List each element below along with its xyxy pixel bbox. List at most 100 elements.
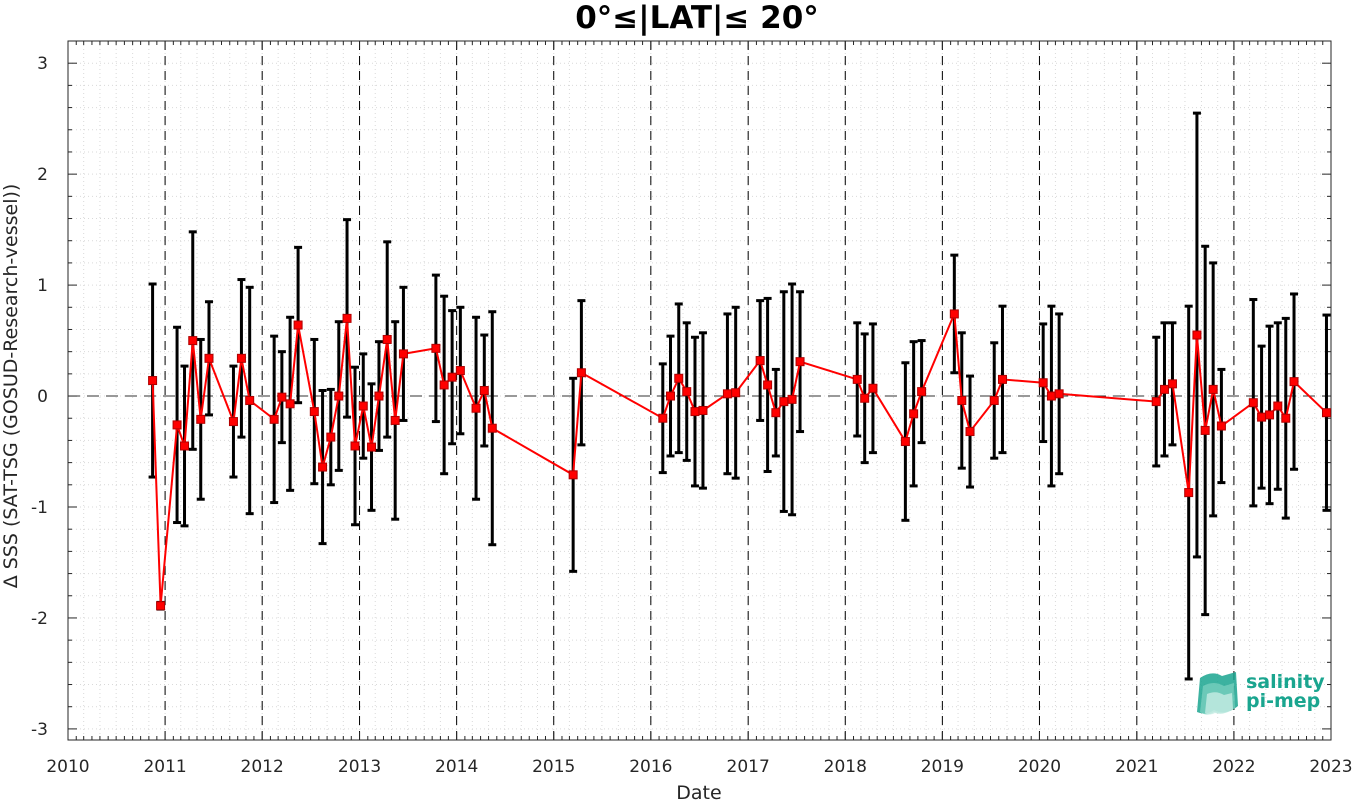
- data-point: [576, 368, 586, 378]
- minor-grid: [67, 40, 1331, 740]
- data-point: [568, 470, 578, 480]
- data-point: [860, 393, 870, 403]
- data-point: [1200, 425, 1210, 435]
- data-point: [1038, 378, 1048, 388]
- x-tick-label: 2016: [629, 757, 672, 777]
- data-point: [236, 353, 246, 363]
- data-point: [917, 387, 927, 397]
- x-tick-label: 2010: [46, 757, 89, 777]
- y-tick-label: -3: [31, 720, 48, 740]
- x-tick-label: 2013: [338, 757, 381, 777]
- data-point: [382, 334, 392, 344]
- y-tick-label: 1: [37, 276, 48, 296]
- data-point: [731, 388, 741, 398]
- salinity-pi-mep-logo: salinity pi-mep: [1197, 671, 1325, 715]
- data-point: [997, 374, 1007, 384]
- x-tick-label: 2021: [1115, 757, 1158, 777]
- x-tick-label: 2011: [143, 757, 186, 777]
- data-point: [479, 386, 489, 395]
- data-point: [447, 372, 457, 382]
- data-point: [455, 366, 465, 376]
- data-point: [439, 380, 449, 390]
- series-line: [151, 313, 1328, 606]
- data-point: [374, 391, 384, 401]
- axis-ticks: [67, 40, 1332, 740]
- data-point: [755, 356, 765, 366]
- data-point: [471, 403, 481, 413]
- data-point: [1184, 488, 1194, 498]
- logo-wave-icon: [1197, 672, 1238, 715]
- chart-title: 0°≤|LAT|≤ 20°: [575, 0, 819, 36]
- data-point: [334, 391, 344, 401]
- data-point: [285, 399, 295, 409]
- data-point: [900, 437, 910, 447]
- data-point: [779, 397, 789, 407]
- data-point: [763, 380, 773, 390]
- data-point: [350, 441, 360, 451]
- data-point: [1159, 384, 1169, 394]
- data-point: [228, 417, 238, 427]
- data-point: [658, 413, 668, 423]
- data-point: [188, 336, 198, 346]
- data-point: [1321, 408, 1331, 418]
- data-point: [949, 309, 959, 319]
- y-tick-label: 2: [37, 165, 48, 185]
- data-point: [390, 415, 400, 425]
- data-point: [277, 392, 287, 402]
- data-point: [909, 409, 919, 419]
- data-point: [1289, 377, 1299, 387]
- data-point: [1216, 421, 1226, 431]
- data-point: [868, 383, 878, 393]
- data-point: [196, 414, 206, 424]
- x-tick-label: 2019: [921, 757, 964, 777]
- data-point: [771, 408, 781, 418]
- data-point: [989, 395, 999, 405]
- data-point: [1167, 379, 1177, 389]
- data-point: [1151, 397, 1161, 407]
- data-point: [674, 373, 684, 383]
- data-point: [309, 407, 319, 417]
- data-point: [965, 427, 975, 437]
- data-point: [431, 343, 441, 353]
- x-tick-label: 2020: [1018, 757, 1061, 777]
- y-axis-label: Δ SSS (SAT-TSG (GOSUD-Research-vessel)): [0, 184, 22, 589]
- data-point: [852, 374, 862, 384]
- x-tick-label: 2023: [1309, 757, 1352, 777]
- data-point: [1046, 391, 1056, 401]
- data-point: [698, 405, 708, 415]
- x-tick-labels: 2010 2011 2012 2013 2014 2015 2016 2017 2018 2019…: [46, 757, 1352, 777]
- y-tick-label: -2: [31, 609, 48, 629]
- y-tick-label: 3: [37, 54, 48, 74]
- data-point: [204, 353, 214, 363]
- data-point: [787, 394, 797, 404]
- data-point: [1208, 384, 1218, 394]
- data-point: [1265, 410, 1275, 420]
- data-point: [326, 432, 336, 442]
- data-point: [156, 601, 166, 611]
- data-point: [245, 395, 255, 405]
- data-point: [269, 414, 279, 424]
- data-point: [1281, 413, 1291, 423]
- data-point: [367, 442, 377, 452]
- data-point: [148, 376, 158, 386]
- data-point: [795, 357, 805, 367]
- year-boundary-lines: [164, 41, 1235, 740]
- data-point: [180, 441, 190, 451]
- data-point: [1273, 401, 1283, 411]
- x-tick-label: 2014: [435, 757, 478, 777]
- y-tick-label: -1: [31, 498, 48, 518]
- y-tick-labels: -3 -2 -1 0 1 2 3: [31, 54, 48, 740]
- x-tick-label: 2022: [1212, 757, 1255, 777]
- x-tick-label: 2018: [824, 757, 867, 777]
- data-point: [1192, 330, 1202, 340]
- data-point: [1248, 398, 1258, 408]
- data-point: [722, 389, 732, 399]
- data-point: [172, 420, 182, 430]
- data-point: [682, 387, 692, 397]
- x-tick-label: 2017: [727, 757, 770, 777]
- data-point: [666, 391, 676, 401]
- x-tick-label: 2015: [532, 757, 575, 777]
- logo-line2: pi-mep: [1246, 690, 1320, 712]
- data-point: [957, 395, 967, 405]
